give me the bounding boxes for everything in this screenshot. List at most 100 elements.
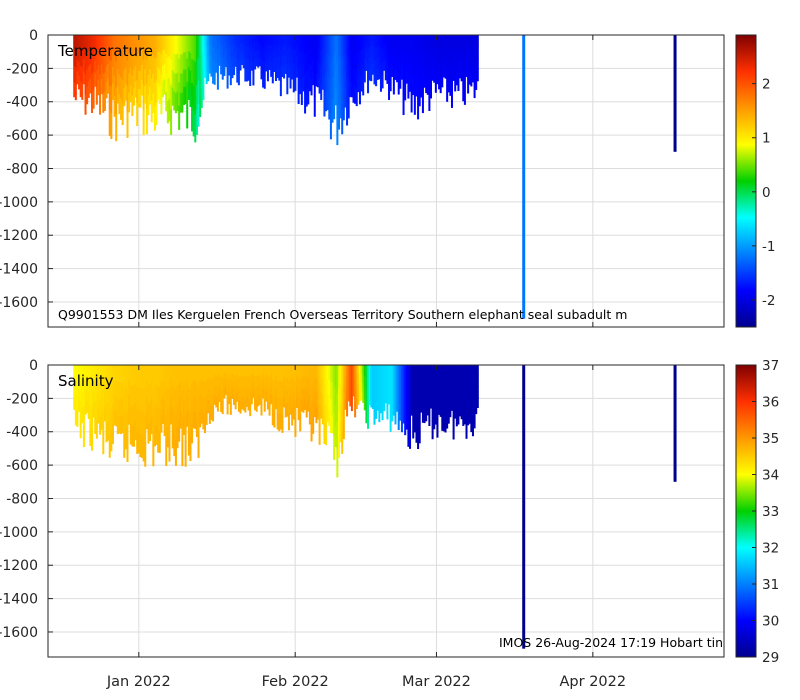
profile-segment [439, 49, 442, 65]
profile-segment [178, 58, 181, 83]
profile-segment [94, 416, 97, 434]
profile-segment [76, 411, 79, 427]
profile-segment [315, 365, 318, 380]
profile-segment [417, 385, 420, 408]
profile-segment [352, 68, 355, 86]
profile-segment [94, 365, 97, 383]
profile-segment [200, 71, 203, 90]
profile-segment [386, 405, 389, 420]
profile-segment [418, 384, 421, 405]
profile-segment [100, 381, 103, 398]
profile-segment [473, 412, 476, 429]
profile-segment [113, 55, 116, 77]
profile-segment [136, 431, 139, 454]
profile-segment [103, 378, 106, 394]
profile-segment [116, 416, 119, 435]
profile-segment [463, 379, 466, 395]
profile-segment [203, 415, 206, 434]
profile-segment [473, 396, 476, 413]
profile-segment [228, 55, 231, 66]
profile-segment [199, 55, 202, 77]
profile-segment [420, 376, 423, 390]
profile-segment [318, 365, 321, 386]
profile-segment [402, 74, 405, 96]
profile-segment [291, 409, 294, 426]
profile-segment [368, 46, 371, 59]
profile-segment [145, 396, 148, 414]
profile-segment [141, 434, 144, 458]
profile-segment [386, 71, 389, 84]
profile-segment [97, 79, 100, 96]
profile-segment [245, 46, 248, 59]
profile-segment [226, 61, 229, 76]
profile-segment [420, 400, 423, 413]
profile-segment [121, 365, 124, 383]
profile-segment [412, 401, 415, 421]
profile-segment [210, 392, 213, 407]
profile-segment [315, 47, 318, 61]
profile-segment [95, 52, 98, 71]
profile-segment [409, 365, 412, 387]
profile-segment [316, 60, 320, 75]
profile-segment [409, 63, 412, 78]
profile-segment [168, 56, 171, 79]
profile-segment [87, 81, 90, 98]
profile-segment [296, 56, 299, 68]
profile-segment [279, 413, 282, 430]
profile-segment [294, 76, 297, 91]
profile-segment [157, 386, 160, 410]
profile-segment [242, 51, 245, 61]
profile-segment [110, 386, 113, 409]
profile-segment [381, 378, 384, 393]
profile-segment [118, 93, 121, 115]
profile-segment [218, 42, 221, 51]
profile-segment [247, 365, 250, 377]
profile-segment [158, 52, 161, 70]
profile-segment [81, 379, 84, 395]
profile-segment [192, 35, 195, 61]
profile-segment [305, 378, 308, 392]
profile-segment [108, 434, 111, 458]
profile-segment [239, 61, 242, 71]
profile-segment [170, 59, 173, 86]
profile-segment [262, 373, 265, 382]
profile-segment [452, 365, 455, 385]
profile-segment [441, 397, 444, 415]
profile-segment [268, 35, 271, 45]
profile-segment [195, 400, 198, 420]
profile-segment [234, 397, 237, 410]
profile-segment [370, 365, 373, 376]
profile-segment [405, 413, 408, 430]
profile-segment [212, 47, 215, 60]
profile-segment [252, 59, 255, 73]
profile-segment [266, 69, 269, 82]
profile-segment [79, 65, 82, 82]
colorbar-tick-label: -1 [762, 239, 775, 255]
profile-segment [431, 383, 434, 403]
profile-segment [459, 365, 462, 379]
profile-segment [352, 51, 355, 70]
profile-segment [157, 365, 160, 388]
profile-segment [287, 365, 290, 382]
profile-segment [132, 425, 135, 447]
profile-segment [276, 365, 279, 382]
profile-segment [400, 381, 403, 399]
profile-segment [346, 102, 349, 126]
profile-segment [468, 408, 471, 424]
profile-segment [155, 404, 158, 425]
profile-segment [431, 57, 434, 70]
profile-segment [136, 80, 139, 104]
profile-segment [126, 413, 129, 438]
profile-segment [200, 89, 203, 108]
profile-segment [218, 57, 221, 66]
profile-segment [237, 59, 240, 73]
profile-segment [181, 73, 184, 94]
profile-segment [323, 35, 326, 56]
profile-segment [150, 416, 153, 435]
profile-segment [425, 406, 428, 422]
profile-segment [92, 89, 95, 109]
profile-segment [92, 391, 95, 405]
profile-segment [224, 387, 227, 396]
profile-segment [349, 81, 352, 98]
profile-segment [320, 404, 323, 419]
